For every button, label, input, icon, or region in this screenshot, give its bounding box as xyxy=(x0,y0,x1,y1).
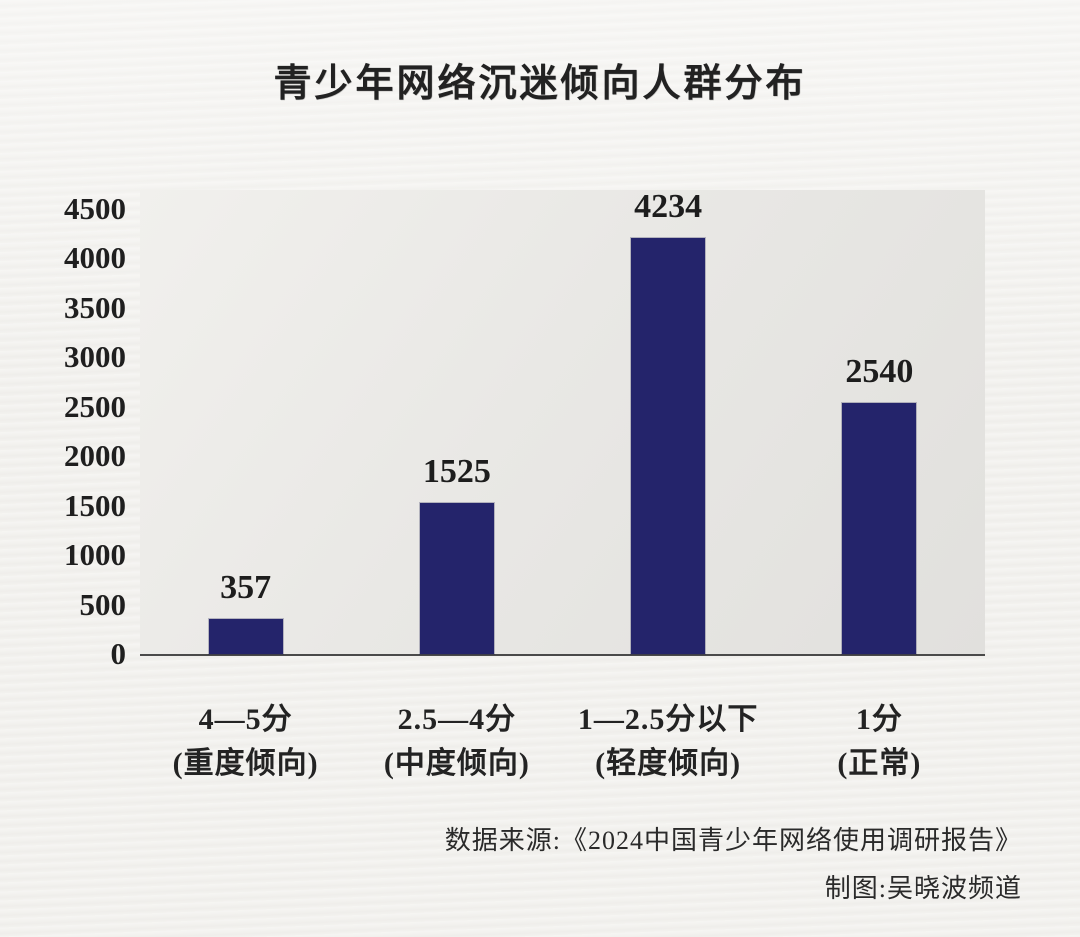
chart-title: 青少年网络沉迷倾向人群分布 xyxy=(273,63,807,105)
bar-column: 2540 xyxy=(774,190,985,654)
category-level-line: (中度倾向) xyxy=(383,746,530,780)
y-tick-label: 4500 xyxy=(64,191,126,226)
y-axis: 0 500 1000 1500 2000 2500 3000 3500 4000 4500 xyxy=(0,190,127,671)
bar xyxy=(631,238,706,654)
y-tick-label: 0 xyxy=(110,636,127,671)
bar-column: 1525 xyxy=(351,190,562,654)
category-score-line: 2.5—4分 xyxy=(397,703,517,736)
category-label: 2.5—4分 (中度倾向) xyxy=(351,698,562,785)
footer: 数据来源:《2024中国青少年网络使用调研报告》 制图:吴晓波频道 xyxy=(445,828,1022,902)
category-label: 1—2.5分以下 (轻度倾向) xyxy=(563,698,774,785)
category-score-line: 1分 xyxy=(855,703,903,736)
credit-text: 制图:吴晓波频道 xyxy=(824,874,1022,903)
bar xyxy=(208,618,283,654)
y-tick-label: 3000 xyxy=(64,339,126,375)
y-tick-label: 1000 xyxy=(64,537,126,573)
data-source-text: 数据来源:《2024中国青少年网络使用调研报告》 xyxy=(444,826,1022,855)
category-level-line: (轻度倾向) xyxy=(595,746,742,780)
bar-value-label: 1525 xyxy=(422,453,491,491)
category-label: 4—5分 (重度倾向) xyxy=(140,698,351,785)
y-tick-label: 500 xyxy=(79,586,127,622)
category-score-line: 4—5分 xyxy=(198,703,293,736)
bar-column: 357 xyxy=(140,190,351,654)
category-label: 1分 (正常) xyxy=(774,698,985,785)
y-tick-label: 4000 xyxy=(64,240,126,276)
bar-value-label: 357 xyxy=(220,568,272,606)
category-score-line: 1—2.5分以下 xyxy=(577,703,759,736)
bar-value-label: 2540 xyxy=(845,352,914,390)
bar xyxy=(842,402,917,654)
bar-value-label: 4234 xyxy=(634,188,703,225)
bar-column: 4234 xyxy=(563,190,774,654)
y-tick-label: 3500 xyxy=(64,289,126,325)
category-row: 4—5分 (重度倾向) 2.5—4分 (中度倾向) 1—2.5分以下 (轻度倾向) 1分 (正… xyxy=(140,698,985,785)
y-tick-label: 2000 xyxy=(64,438,126,474)
bar xyxy=(419,503,494,654)
category-level-line: (正常) xyxy=(837,746,922,780)
plot-area: 357 1525 4234 2540 xyxy=(140,190,985,656)
y-tick-label: 2500 xyxy=(64,388,126,424)
y-tick-label: 1500 xyxy=(64,487,126,523)
category-level-line: (重度倾向) xyxy=(172,746,319,780)
